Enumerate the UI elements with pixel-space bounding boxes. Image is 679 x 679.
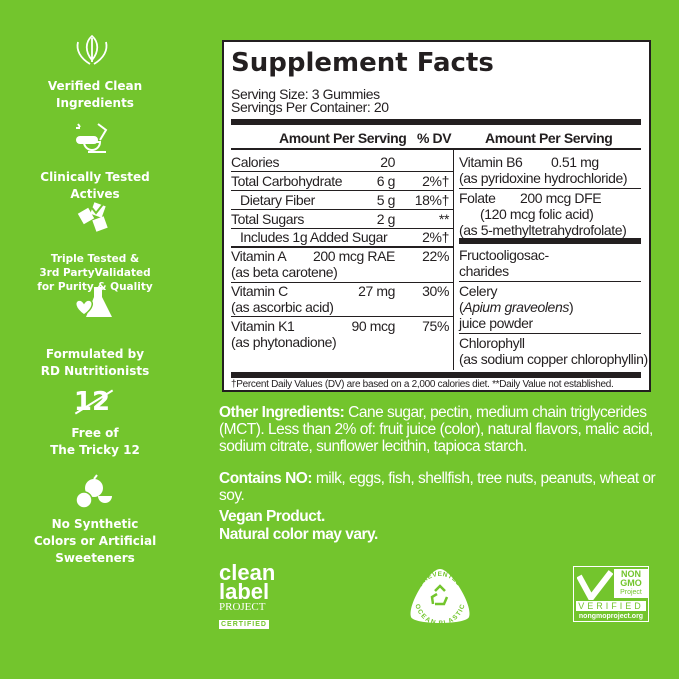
feature-line: 3rd PartyValidated <box>39 267 151 279</box>
nutrient-dv: 2%† <box>422 229 449 245</box>
feature-line: The Tricky 12 <box>50 443 140 457</box>
nutrient-dv: 2%† <box>422 173 449 189</box>
nutrient-amount: 200 mcg DFE <box>520 190 602 206</box>
other-ingredients: Other Ingredients: Cane sugar, pectin, m… <box>219 404 669 455</box>
ingredient-source: (as sodium copper chlorophyllin) <box>459 351 648 367</box>
nutrient-amount: 20 <box>380 154 395 170</box>
nutrient-dv: 22% <box>422 248 449 264</box>
nutrient-amount: 0.51 mg <box>551 154 599 170</box>
other-ingredients-label: Other Ingredients: <box>219 404 345 421</box>
badge-text: NON <box>621 569 641 579</box>
footnote: †Percent Daily Values (DV) are based on … <box>231 379 614 390</box>
feature-line: Clinically Tested <box>40 170 150 184</box>
clean-label-project-logo: clean label PROJECT CERTIFIED <box>219 560 276 629</box>
ingredient-name: charides <box>459 263 509 279</box>
nutrient-name: Vitamin A <box>231 248 287 264</box>
contains-label: Contains NO: <box>219 470 313 487</box>
nutrient-name: Folate <box>459 190 496 206</box>
nutrient-dv: 18%† <box>414 192 450 208</box>
nutrient-amount: 6 g <box>376 173 396 189</box>
feature-clinically-tested: Clinically Tested Actives <box>0 169 190 203</box>
header-amount: Amount Per Serving <box>279 130 407 146</box>
feature-tricky-12: Free of The Tricky 12 <box>0 425 190 459</box>
ingredient-name: Fructooligosac- <box>459 247 549 263</box>
crossed-12-icon: 12 <box>72 388 114 416</box>
feature-line: RD Nutritionists <box>40 364 150 378</box>
serving-size: Serving Size: 3 Gummies <box>231 86 380 102</box>
feature-triple-tested: Triple Tested & 3rd PartyValidated for Pur… <box>0 252 190 294</box>
badge-text: Project <box>620 589 642 596</box>
facts-title: Supplement Facts <box>231 48 494 78</box>
nutrient-source: (as 5-methyltetrahydrofolate) <box>459 222 627 238</box>
supplement-facts-panel: Supplement Facts Serving Size: 3 Gummies… <box>222 40 651 392</box>
non-gmo-verified-badge: NON GMO Project VERIFIED nongmoproject.org <box>573 566 649 622</box>
nutrient-amount: 200 mcg RAE <box>313 248 395 264</box>
feature-no-synthetic: No Synthetic Colors or Artificial Sweetene… <box>0 516 190 567</box>
feature-line: Verified Clean <box>47 79 143 93</box>
feature-line: Actives <box>70 187 120 201</box>
divider <box>231 372 641 378</box>
servings-per-container: Servings Per Container: 20 <box>231 99 389 115</box>
nutrient-name: Total Carbohydrate <box>231 173 343 189</box>
ingredient-name: juice powder <box>459 315 533 331</box>
vegan-statement: Vegan Product. <box>219 508 325 525</box>
feature-line: Ingredients <box>56 96 134 110</box>
nutrient-name: Dietary Fiber <box>240 192 315 208</box>
feature-line: Colors or Artificial <box>33 534 157 548</box>
nutrient-name: Includes 1g Added Sugar <box>240 229 388 245</box>
ingredient-latin-name: Apium graveolens <box>463 299 569 315</box>
badge-text: GMO <box>620 578 642 588</box>
feature-formulated: Formulated by RD Nutritionists <box>0 346 190 380</box>
nutrient-source: (as ascorbic acid) <box>231 299 334 315</box>
nutrient-amount: 5 g <box>376 192 396 208</box>
nutrient-amount: 90 mcg <box>351 318 395 334</box>
nutrient-amount: 2 g <box>376 211 396 227</box>
nutrient-name: Vitamin B6 <box>459 154 523 170</box>
nutrient-source: (as beta carotene) <box>231 264 338 280</box>
divider <box>231 119 641 125</box>
nutrient-name: Vitamin K1 <box>231 318 295 334</box>
nutrient-dv: 75% <box>422 318 449 334</box>
feature-line: Free of <box>71 426 119 440</box>
other-ingredients-text: Cane sugar, pectin, medium chain triglyc… <box>219 404 653 455</box>
flask-heart-icon <box>74 287 112 317</box>
ingredient-name: Chlorophyll <box>459 335 525 351</box>
nutrient-source: (as phytonadione) <box>231 334 337 350</box>
nutrient-dv: ** <box>438 211 450 227</box>
feature-verified-clean: Verified Clean Ingredients <box>0 78 190 112</box>
butterfly-check-icon <box>577 570 613 600</box>
allergen-statement: Contains NO: milk, eggs, fish, shellfish… <box>219 470 669 504</box>
nutrient-source: (as pyridoxine hydrochloride) <box>459 170 628 186</box>
divider <box>231 148 641 150</box>
contains-text: milk, eggs, fish, shellfish, tree nuts, … <box>219 470 656 504</box>
color-note: Natural color may vary. <box>219 526 378 543</box>
ocean-plastic-badge: PREVENTED OCEAN PLASTIC <box>410 569 470 625</box>
feature-line: Sweeteners <box>55 551 135 565</box>
badge-text: VERIFIED <box>576 601 646 611</box>
badge-text: nongmoproject.org <box>578 613 644 620</box>
checkmark-cards-icon <box>77 202 108 232</box>
nutrient-amount: 27 mg <box>358 283 395 299</box>
nutrient-name: Calories <box>231 154 280 170</box>
nutrient-name: Vitamin C <box>231 283 288 299</box>
feature-line: No Synthetic <box>51 517 139 531</box>
header-dv: % DV <box>417 130 452 146</box>
header-amount-right: Amount Per Serving <box>485 130 613 146</box>
nutrient-source: (120 mcg folic acid) <box>480 206 594 222</box>
microscope-pill-icon <box>76 123 108 153</box>
nutrient-name: Total Sugars <box>231 211 305 227</box>
feature-line: Triple Tested & <box>50 253 140 265</box>
nutrient-dv: 30% <box>422 283 449 299</box>
hands-leaf-icon <box>76 34 108 65</box>
fruit-icon <box>75 474 112 509</box>
feature-line: Formulated by <box>45 347 145 361</box>
ingredient-name: Celery <box>459 283 498 299</box>
